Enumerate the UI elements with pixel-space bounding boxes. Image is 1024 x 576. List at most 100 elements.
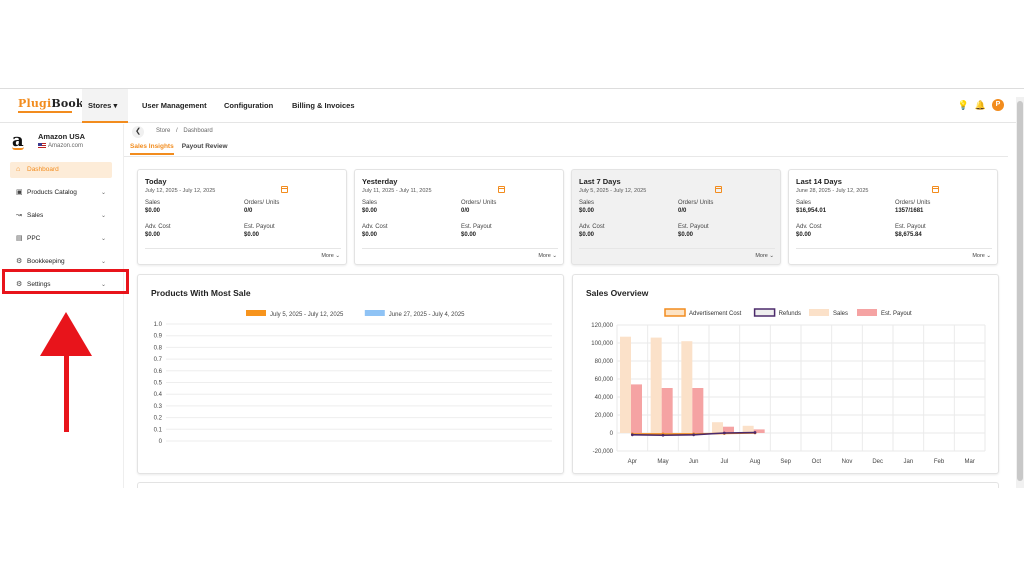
bar-sales bbox=[681, 341, 693, 433]
card-divider bbox=[145, 248, 341, 249]
nav-configuration[interactable]: Configuration bbox=[224, 101, 274, 110]
amazon-logo-icon: a bbox=[12, 130, 24, 151]
gear-icon: ⚙ bbox=[16, 281, 23, 288]
x-tick-label: Jul bbox=[720, 459, 728, 465]
calendar-icon[interactable] bbox=[715, 186, 722, 193]
x-tick-label: May bbox=[657, 459, 668, 465]
sidebar-item-products-catalog[interactable]: ▣ Products Catalog ⌄ bbox=[10, 185, 112, 201]
y-tick-label: 0.5 bbox=[154, 381, 163, 387]
nav-stores[interactable]: Stores ▾ bbox=[82, 89, 128, 123]
bell-icon[interactable]: 🔔 bbox=[974, 99, 986, 110]
home-icon: ⌂ bbox=[16, 166, 21, 173]
card-est-payout: Est. Payout $0.00 bbox=[244, 224, 275, 238]
logo-underline bbox=[18, 111, 72, 113]
more-button[interactable]: More ⌄ bbox=[972, 253, 991, 259]
bar-sales bbox=[742, 425, 754, 433]
chevron-down-icon: ⌄ bbox=[769, 253, 774, 259]
bar-est-payout bbox=[723, 426, 734, 433]
scrollbar[interactable] bbox=[1016, 97, 1024, 488]
gear-icon: ⚙ bbox=[16, 258, 23, 265]
card-sales: Sales $0.00 bbox=[145, 200, 161, 214]
y-tick-label: 0.3 bbox=[154, 404, 163, 410]
summary-card-today: Today July 12, 2025 - July 12, 2025 Sale… bbox=[137, 169, 347, 265]
legend-swatch bbox=[809, 309, 829, 316]
y-tick-label: 0.6 bbox=[154, 369, 163, 375]
y-tick-label: 1.0 bbox=[154, 322, 163, 328]
lightbulb-icon[interactable]: 💡 bbox=[957, 99, 969, 110]
top-navbar: PlugiBooks. Stores ▾ User Management Con… bbox=[0, 89, 1016, 123]
chevron-down-icon: ⌄ bbox=[100, 190, 106, 196]
card-est-payout: Est. Payout $0.00 bbox=[461, 224, 492, 238]
more-button[interactable]: More ⌄ bbox=[321, 253, 340, 259]
x-tick-label: Feb bbox=[934, 459, 945, 465]
more-button[interactable]: More ⌄ bbox=[538, 253, 557, 259]
sales-overview-chart: Advertisement Cost Refunds Sales Est. Payou… bbox=[591, 308, 986, 465]
red-arrow-head bbox=[40, 312, 92, 356]
bar-sales bbox=[712, 422, 723, 433]
y-tick-label: 120,000 bbox=[591, 323, 613, 329]
bar-est-payout bbox=[661, 388, 673, 433]
sidebar-item-bookkeeping[interactable]: ⚙ Bookkeeping ⌄ bbox=[10, 254, 112, 270]
sidebar-item-settings[interactable]: ⚙ Settings ⌄ bbox=[10, 277, 112, 293]
chevron-down-icon: ⌄ bbox=[100, 213, 106, 219]
scroll-thumb[interactable] bbox=[1017, 101, 1023, 481]
card-orders: Orders/ Units 0/0 bbox=[244, 200, 280, 214]
y-tick-label: 100,000 bbox=[591, 341, 613, 347]
bar-sales bbox=[650, 337, 662, 433]
nav-billing-invoices[interactable]: Billing & Invoices bbox=[292, 101, 355, 110]
chevron-left-icon: ❮ bbox=[135, 128, 141, 135]
sidebar-item-ppc[interactable]: ▤ PPC ⌄ bbox=[10, 231, 112, 247]
card-date-range: July 11, 2025 - July 11, 2025 bbox=[362, 188, 432, 194]
bar-est-payout bbox=[631, 384, 642, 433]
legend-swatch bbox=[664, 308, 686, 317]
x-tick-label: Dec bbox=[872, 459, 883, 465]
more-button[interactable]: More ⌄ bbox=[755, 253, 774, 259]
card-sales: Sales $16,954.01 bbox=[796, 200, 827, 214]
tab-sales-insights[interactable]: Sales Insights bbox=[130, 143, 174, 155]
back-button[interactable]: ❮ bbox=[132, 126, 144, 138]
breadcrumb: Store / Dashboard bbox=[156, 128, 213, 134]
y-tick-label: 60,000 bbox=[595, 377, 614, 383]
red-arrow-shaft bbox=[64, 350, 69, 432]
calendar-icon[interactable] bbox=[932, 186, 939, 193]
legend-swatch bbox=[364, 310, 385, 316]
breadcrumb-store[interactable]: Store bbox=[156, 128, 171, 134]
line-point bbox=[630, 433, 634, 437]
card-divider bbox=[579, 248, 775, 249]
card-divider bbox=[796, 248, 992, 249]
x-tick-label: Apr bbox=[628, 459, 637, 465]
card-divider bbox=[362, 248, 558, 249]
card-adv-cost: Adv. Cost $0.00 bbox=[145, 224, 171, 238]
card-date-range: July 5, 2025 - July 12, 2025 bbox=[579, 188, 647, 194]
summary-card-yesterday: Yesterday July 11, 2025 - July 11, 2025 … bbox=[354, 169, 564, 265]
main-content: ❮ Store / Dashboard Sales Insights Payou… bbox=[124, 124, 1008, 488]
top-icons: 💡 🔔 P bbox=[958, 99, 1004, 111]
sidebar-item-sales[interactable]: ↝ Sales ⌄ bbox=[10, 208, 112, 224]
sidebar-item-dashboard[interactable]: ⌂ Dashboard bbox=[10, 162, 112, 178]
store-selector[interactable]: a Amazon USA Amazon.com bbox=[10, 130, 120, 152]
legend-label: Est. Payout bbox=[881, 311, 912, 317]
panel-title: Sales Overview bbox=[586, 288, 649, 298]
summary-card-last-14-days: Last 14 Days June 28, 2025 - July 12, 20… bbox=[788, 169, 998, 265]
chevron-down-icon: ⌄ bbox=[986, 253, 991, 259]
y-tick-label: 0.4 bbox=[154, 392, 163, 398]
calendar-icon[interactable] bbox=[281, 186, 288, 193]
calendar-icon[interactable] bbox=[498, 186, 505, 193]
y-tick-label: 0.8 bbox=[154, 345, 163, 351]
nav-user-management[interactable]: User Management bbox=[142, 101, 207, 110]
card-sales: Sales $0.00 bbox=[362, 200, 378, 214]
line-point bbox=[661, 433, 665, 437]
avatar[interactable]: P bbox=[992, 99, 1004, 111]
tab-payout-review[interactable]: Payout Review bbox=[181, 143, 228, 150]
bar-sales bbox=[620, 336, 631, 433]
legend-swatch bbox=[753, 308, 776, 317]
tab-divider bbox=[124, 156, 1008, 157]
us-flag-icon bbox=[38, 143, 46, 148]
app-window: PlugiBooks. Stores ▾ User Management Con… bbox=[0, 88, 1024, 488]
card-adv-cost: Adv. Cost $0.00 bbox=[796, 224, 822, 238]
y-tick-label: 0 bbox=[159, 439, 163, 445]
y-tick-label: 0.1 bbox=[154, 427, 163, 433]
legend-swatch bbox=[246, 310, 266, 316]
line-point bbox=[722, 431, 726, 435]
y-tick-label: 0.9 bbox=[154, 334, 163, 340]
